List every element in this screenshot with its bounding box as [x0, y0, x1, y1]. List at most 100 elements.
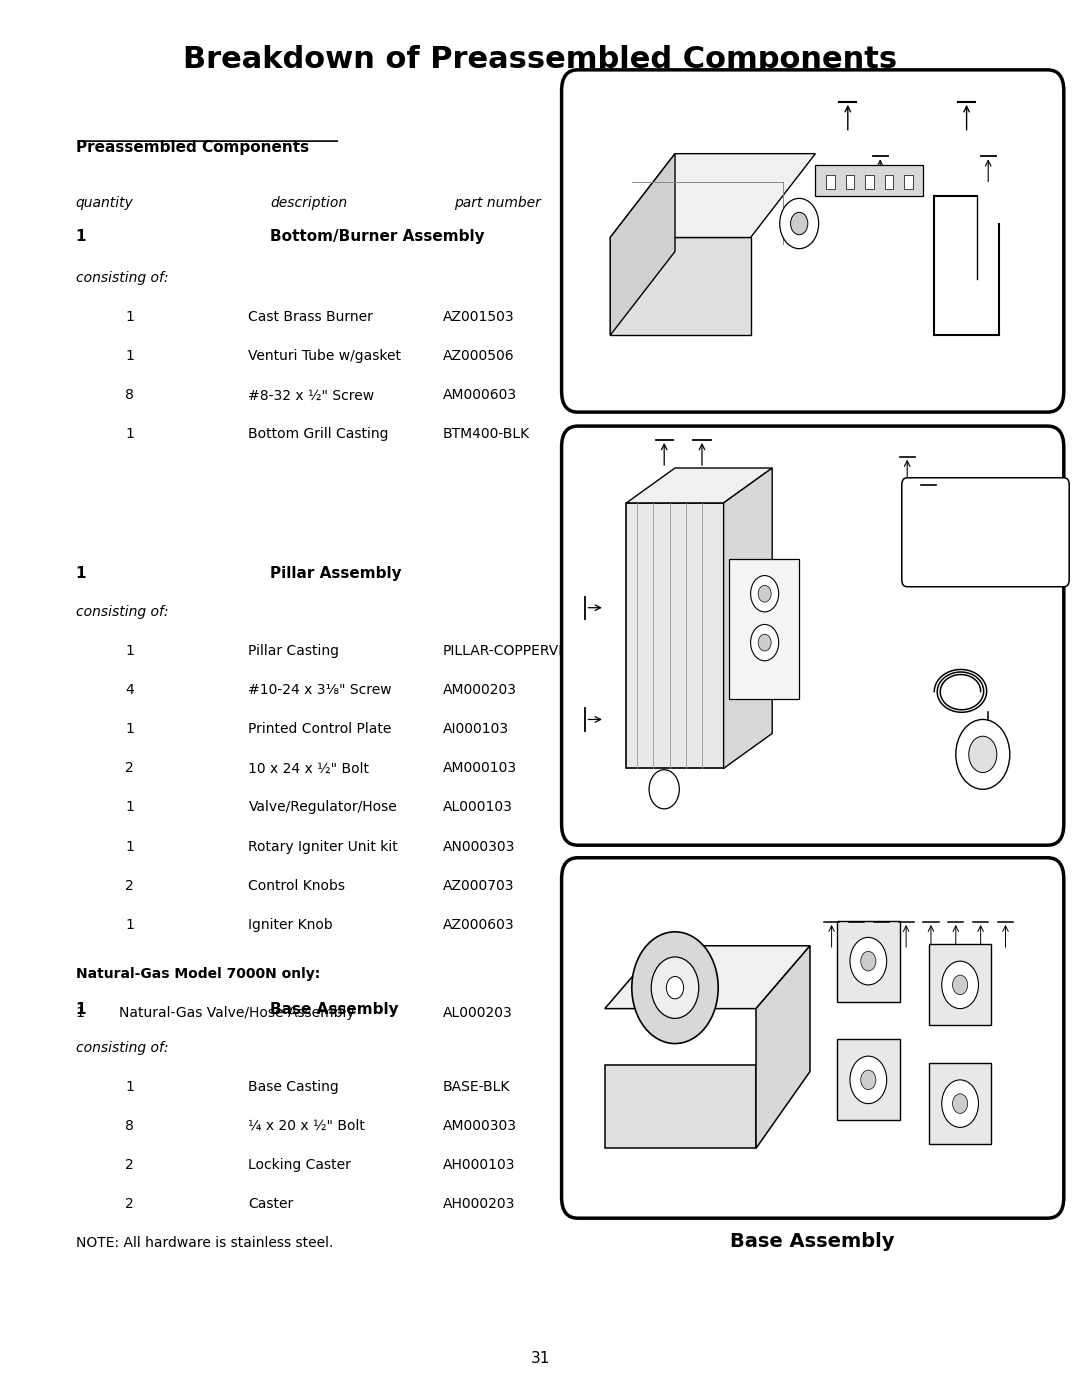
- Text: 1: 1: [125, 349, 134, 363]
- Text: Control Knobs: Control Knobs: [248, 879, 346, 893]
- Text: Pillar Assembly: Pillar Assembly: [270, 566, 402, 581]
- Text: only: only: [974, 531, 996, 541]
- Text: Bottom/Burner Assembly: Bottom/Burner Assembly: [270, 229, 485, 244]
- Circle shape: [850, 937, 887, 985]
- Text: AL000103: AL000103: [443, 800, 513, 814]
- Text: 1: 1: [125, 800, 134, 814]
- Circle shape: [651, 957, 699, 1018]
- Text: 8: 8: [125, 388, 134, 402]
- Circle shape: [942, 961, 978, 1009]
- Text: consisting of:: consisting of:: [76, 271, 168, 285]
- Text: 1: 1: [76, 1002, 86, 1017]
- Text: 1: 1: [125, 840, 134, 854]
- Circle shape: [751, 624, 779, 661]
- Text: part number: part number: [454, 196, 540, 210]
- Circle shape: [758, 585, 771, 602]
- Polygon shape: [605, 1065, 756, 1148]
- Text: 2: 2: [125, 1197, 134, 1211]
- Bar: [885, 175, 893, 189]
- Text: AZ000703: AZ000703: [443, 879, 514, 893]
- Text: 10 x 24 x ½" Bolt: 10 x 24 x ½" Bolt: [248, 761, 369, 775]
- FancyBboxPatch shape: [562, 70, 1064, 412]
- Text: quantity: quantity: [76, 196, 134, 210]
- Text: 1: 1: [125, 310, 134, 324]
- Circle shape: [758, 634, 771, 651]
- Bar: [904, 175, 913, 189]
- Text: Venturi Tube w/gasket: Venturi Tube w/gasket: [248, 349, 402, 363]
- Text: 1: 1: [76, 229, 86, 244]
- Text: consisting of:: consisting of:: [76, 1041, 168, 1055]
- Text: #8-32 x ½" Screw: #8-32 x ½" Screw: [248, 388, 375, 402]
- Text: Rotary Igniter Unit kit: Rotary Igniter Unit kit: [248, 840, 399, 854]
- Text: Preassembled Components: Preassembled Components: [76, 140, 309, 155]
- FancyBboxPatch shape: [562, 858, 1064, 1218]
- FancyBboxPatch shape: [902, 478, 1069, 587]
- Bar: [837, 1039, 900, 1120]
- Bar: [837, 921, 900, 1002]
- Text: BTM400-BLK: BTM400-BLK: [443, 427, 530, 441]
- Text: Pillar Casting: Pillar Casting: [248, 644, 339, 658]
- Text: AI000103: AI000103: [443, 722, 509, 736]
- Bar: [865, 175, 874, 189]
- Text: ¼ x 20 x ½" Bolt: ¼ x 20 x ½" Bolt: [248, 1119, 365, 1133]
- Text: 8: 8: [125, 1119, 134, 1133]
- Text: AM000203: AM000203: [443, 683, 517, 697]
- Circle shape: [666, 977, 684, 999]
- Text: Natural-Gas Valve/Hose Assembly: Natural-Gas Valve/Hose Assembly: [119, 1006, 354, 1020]
- Polygon shape: [610, 154, 675, 335]
- Text: 1: 1: [125, 918, 134, 932]
- Polygon shape: [626, 468, 772, 503]
- Text: 1: 1: [125, 427, 134, 441]
- Text: AN000303: AN000303: [443, 840, 515, 854]
- Bar: [626, 503, 724, 768]
- Text: 1: 1: [125, 722, 134, 736]
- Circle shape: [942, 1080, 978, 1127]
- Text: PILLAR-COPPERVN: PILLAR-COPPERVN: [443, 644, 569, 658]
- Text: NOTE: All hardware is stainless steel.: NOTE: All hardware is stainless steel.: [76, 1236, 333, 1250]
- Bar: [729, 559, 799, 698]
- Text: AM000303: AM000303: [443, 1119, 517, 1133]
- Circle shape: [780, 198, 819, 249]
- Text: BASE-BLK: BASE-BLK: [443, 1080, 510, 1094]
- Circle shape: [850, 1056, 887, 1104]
- Polygon shape: [724, 468, 772, 768]
- Text: 2: 2: [125, 879, 134, 893]
- Text: Natural-Gas Model 7000N only:: Natural-Gas Model 7000N only:: [76, 967, 320, 981]
- Circle shape: [791, 212, 808, 235]
- Text: Bottom/Burner Assembly: Bottom/Burner Assembly: [675, 426, 950, 446]
- Circle shape: [953, 1094, 968, 1113]
- Text: consisting of:: consisting of:: [76, 605, 168, 619]
- Text: 1: 1: [125, 1080, 134, 1094]
- Bar: [929, 1063, 991, 1144]
- Text: 1: 1: [76, 1006, 84, 1020]
- Text: AM000103: AM000103: [443, 761, 517, 775]
- Circle shape: [751, 576, 779, 612]
- Bar: [846, 175, 854, 189]
- Text: Cast Brass Burner: Cast Brass Burner: [248, 310, 374, 324]
- Text: AZ000506: AZ000506: [443, 349, 514, 363]
- Polygon shape: [605, 946, 810, 1009]
- Text: Model 7000N: Model 7000N: [950, 496, 1020, 506]
- Circle shape: [861, 1070, 876, 1090]
- Text: Igniter Knob: Igniter Knob: [248, 918, 333, 932]
- Text: Base Casting: Base Casting: [248, 1080, 339, 1094]
- Text: Base Assembly: Base Assembly: [730, 1232, 895, 1252]
- Text: Locking Caster: Locking Caster: [248, 1158, 351, 1172]
- Text: Valve/Regulator/Hose: Valve/Regulator/Hose: [248, 800, 397, 814]
- Text: Pillar Assembly: Pillar Assembly: [728, 859, 897, 879]
- Text: Caster: Caster: [248, 1197, 294, 1211]
- Text: description: description: [270, 196, 347, 210]
- Circle shape: [861, 951, 876, 971]
- Text: AZ001503: AZ001503: [443, 310, 514, 324]
- Text: AH000103: AH000103: [443, 1158, 515, 1172]
- Circle shape: [956, 719, 1010, 789]
- Circle shape: [632, 932, 718, 1044]
- Circle shape: [649, 770, 679, 809]
- Bar: [929, 944, 991, 1025]
- Text: AZ000603: AZ000603: [443, 918, 514, 932]
- Text: 1: 1: [76, 566, 86, 581]
- Circle shape: [969, 736, 997, 773]
- Text: AH000203: AH000203: [443, 1197, 515, 1211]
- Text: Base Assembly: Base Assembly: [270, 1002, 399, 1017]
- Polygon shape: [610, 154, 815, 237]
